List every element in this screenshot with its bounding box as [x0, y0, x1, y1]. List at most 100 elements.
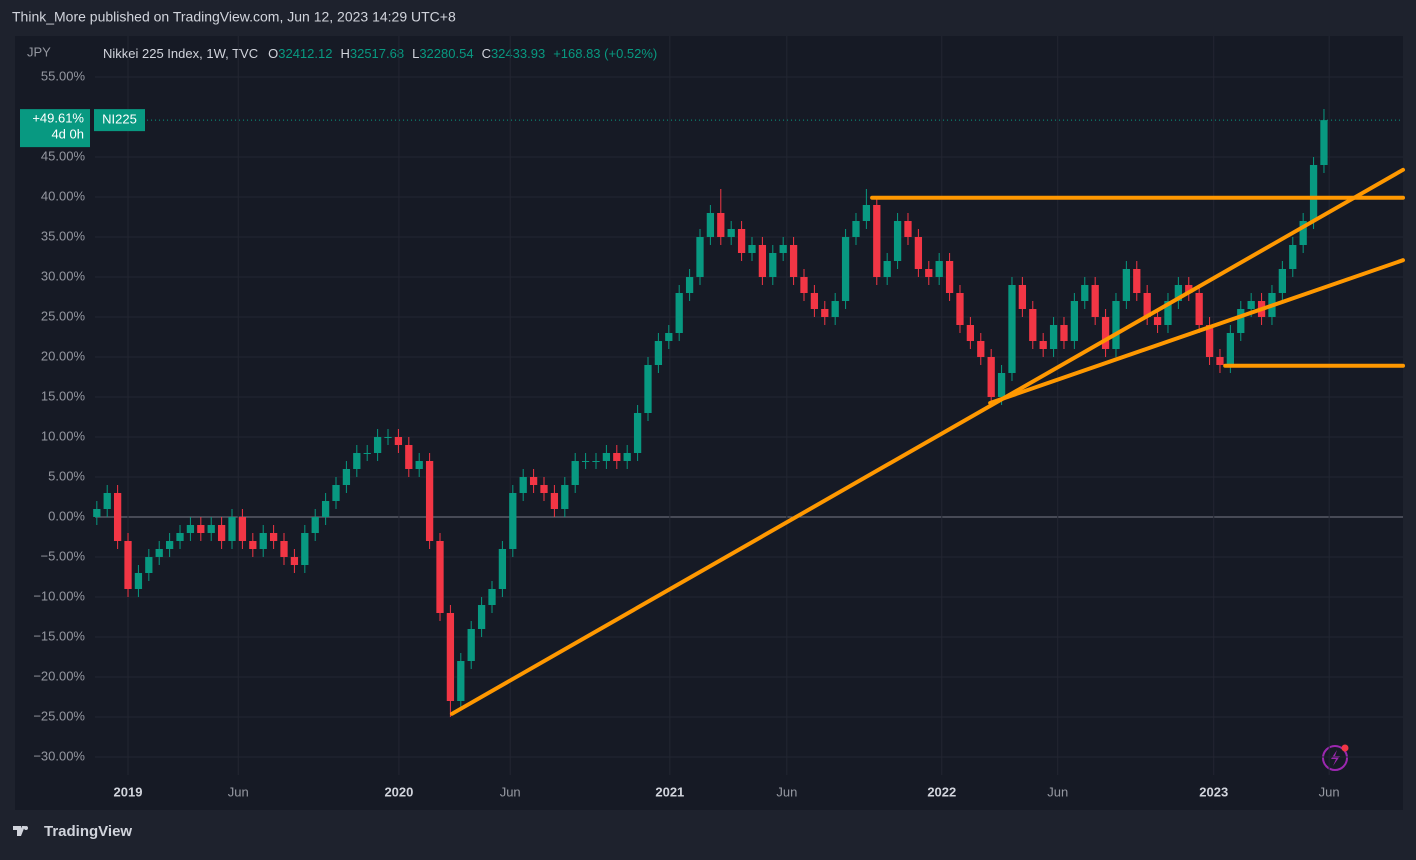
legend-change: +168.83 (+0.52%)	[553, 46, 657, 61]
candle-body	[1164, 301, 1172, 325]
tradingview-logo: TradingView	[13, 823, 132, 840]
candle-body	[332, 485, 340, 501]
candle-body	[1226, 333, 1235, 365]
candle-body	[1101, 317, 1110, 349]
y-tick-label: −30.00%	[33, 748, 85, 763]
x-tick-label: 2022	[927, 784, 956, 799]
candle-body	[862, 205, 871, 221]
candle-body	[1091, 285, 1099, 317]
x-tick-label: 2019	[114, 784, 143, 799]
legend-ohlc-label: L	[412, 46, 419, 61]
candle-body	[758, 245, 767, 277]
candle-body	[540, 485, 548, 493]
candle-body	[581, 461, 590, 462]
candle-body	[1133, 269, 1141, 293]
legend-ohlc-label: O	[268, 46, 278, 61]
candle-body	[1299, 221, 1307, 245]
candle-body	[197, 525, 205, 533]
candle-body	[1029, 309, 1037, 341]
candle-body	[186, 525, 195, 533]
y-tick-label: 35.00%	[41, 228, 86, 243]
candle-body	[1060, 325, 1068, 341]
candle-body	[290, 557, 299, 565]
candle-body	[748, 245, 756, 253]
x-tick-label: Jun	[1319, 784, 1340, 799]
y-tick-label: 25.00%	[41, 308, 86, 323]
currency: JPY	[27, 44, 51, 59]
candle-body	[353, 453, 361, 469]
candle-body	[1122, 269, 1131, 301]
candle-body	[269, 533, 278, 541]
x-tick-label: 2023	[1199, 784, 1228, 799]
candle-body	[1205, 325, 1214, 357]
candle-body	[685, 277, 694, 293]
candle-body	[238, 517, 247, 541]
trend-line	[988, 258, 1405, 405]
candle-body	[363, 453, 371, 454]
candle-body	[1195, 293, 1203, 325]
candle-body	[1289, 245, 1297, 269]
ticker-badge	[94, 109, 145, 132]
candle-body	[633, 413, 642, 453]
y-tick-label: 15.00%	[41, 388, 86, 403]
candle-body	[737, 229, 746, 253]
y-tick-label: −10.00%	[33, 588, 85, 603]
candle-body	[727, 229, 735, 237]
x-tick-label: Jun	[1047, 784, 1068, 799]
y-tick-label: 40.00%	[41, 188, 86, 203]
candle-body	[509, 493, 517, 549]
candle-body	[1112, 301, 1120, 349]
x-tick-label: 2021	[655, 784, 684, 799]
candle-body	[342, 469, 351, 485]
candle-body	[124, 541, 132, 589]
candle-body	[321, 501, 330, 517]
candle-body	[301, 533, 309, 565]
logo-icon	[13, 826, 25, 836]
y-tick-label: −25.00%	[33, 708, 85, 723]
candle-body	[1039, 341, 1047, 349]
candle-body	[259, 533, 267, 549]
candle-body	[529, 477, 538, 485]
ticker-badge-label: NI225	[102, 112, 137, 127]
candle-body	[665, 333, 673, 341]
candle-body	[1049, 325, 1058, 349]
legend-ohlc-value: 32280.54	[419, 46, 473, 61]
chart-panel	[15, 36, 1403, 810]
candle-body	[176, 533, 184, 541]
candle-body	[1143, 293, 1151, 317]
icon-bolt	[1331, 750, 1340, 766]
candle-body	[394, 437, 403, 445]
candle-body	[977, 341, 985, 357]
candle-body	[1320, 120, 1328, 165]
y-tick-label: 55.00%	[41, 68, 86, 83]
candle-body	[384, 437, 392, 438]
candle-body	[446, 613, 455, 701]
candle-body	[498, 549, 507, 589]
candle-body	[789, 245, 798, 277]
candle-body	[103, 493, 111, 509]
countdown: 4d 0h	[51, 127, 84, 142]
candle-body	[1309, 165, 1318, 221]
candle-body	[883, 261, 891, 277]
candle-body	[1008, 285, 1016, 373]
x-tick-label: Jun	[776, 784, 797, 799]
legend-line: Nikkei 225 Index, 1W, TVC O32412.12 H32517…	[103, 46, 657, 61]
candle-body	[467, 629, 475, 661]
candle-body	[415, 461, 423, 469]
trend-line	[449, 167, 1405, 716]
legend-ohlc-label: H	[340, 46, 349, 61]
price-badge-label: +49.61%	[32, 111, 84, 126]
y-tick-label: 30.00%	[41, 268, 86, 283]
candle-body	[488, 589, 496, 605]
candle-body	[550, 493, 559, 509]
candle-body	[1237, 309, 1245, 333]
x-tick-label: Jun	[228, 784, 249, 799]
candle-body	[852, 221, 860, 237]
candle-body	[280, 541, 288, 557]
legend-ohlc-label: C	[482, 46, 491, 61]
candle-body	[810, 293, 819, 309]
x-tick-label: Jun	[500, 784, 521, 799]
candle-body	[706, 213, 715, 237]
